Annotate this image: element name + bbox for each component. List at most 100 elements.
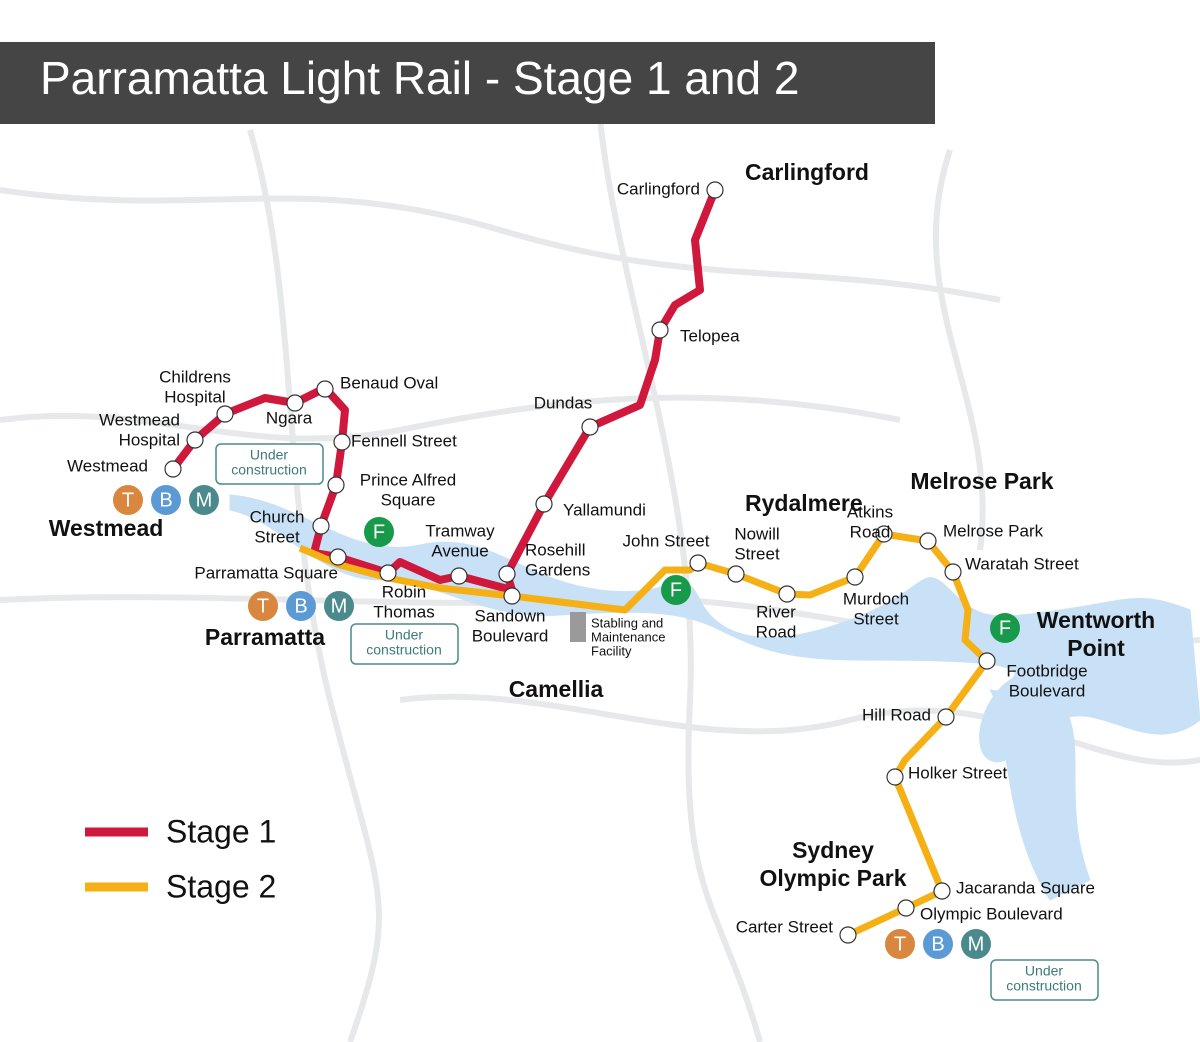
station-label: Robin: [382, 582, 426, 601]
station: [778, 585, 796, 603]
station-label: Gardens: [525, 560, 590, 579]
station: [333, 433, 351, 451]
station-label: Olympic Boulevard: [920, 904, 1063, 923]
facility-label: Facility: [591, 643, 632, 658]
station-label: Parramatta Square: [194, 563, 338, 582]
under-construction-text: construction: [231, 462, 306, 478]
station-label: Thomas: [373, 602, 434, 621]
area-label: Wentworth: [1037, 607, 1155, 633]
station-label: Boulevard: [472, 626, 549, 645]
mode-icon: [990, 613, 1020, 643]
station: [316, 380, 334, 398]
title-bar: [0, 42, 935, 124]
mode-icon-label: M: [196, 489, 213, 511]
station-label: Nowill: [734, 524, 779, 543]
station-label: Hill Road: [862, 705, 931, 724]
station: [727, 565, 745, 583]
area-label: Westmead: [49, 515, 164, 541]
station-label: John Street: [623, 531, 710, 550]
mode-icon: [189, 485, 219, 515]
station-label: Benaud Oval: [340, 373, 438, 392]
station: [503, 587, 521, 605]
station-label: Carter Street: [736, 917, 834, 936]
under-construction-box: [215, 443, 324, 485]
station-label: Square: [381, 490, 436, 509]
station: [846, 568, 864, 586]
station: [937, 708, 955, 726]
mode-icon-label: B: [931, 933, 944, 955]
station: [164, 460, 182, 478]
station-label: Hospital: [119, 430, 180, 449]
station-label: Prince Alfred: [360, 470, 456, 489]
station: [978, 652, 996, 670]
station: [327, 476, 345, 494]
facility-icon: [570, 612, 586, 642]
station-label: Church: [250, 507, 305, 526]
station: [286, 394, 304, 412]
station-label: Boulevard: [1009, 681, 1086, 700]
station-label: Tramway: [425, 521, 495, 540]
station-label: Carlingford: [617, 179, 700, 198]
station-label: Road: [850, 522, 891, 541]
background-roads: [0, 119, 1200, 1042]
station-label: Road: [756, 622, 797, 641]
station: [498, 565, 516, 583]
under-construction-text: Under: [250, 447, 288, 463]
mode-icon-label: F: [670, 579, 682, 601]
station-label: Footbridge: [1006, 661, 1087, 680]
station: [535, 495, 553, 513]
mode-icon: [364, 517, 394, 547]
mode-icon-label: T: [122, 489, 134, 511]
station-label: Westmead: [99, 410, 180, 429]
area-label: Sydney: [792, 837, 874, 863]
station-label: Hospital: [164, 387, 225, 406]
station: [886, 768, 904, 786]
station: [875, 525, 893, 543]
area-label: Point: [1067, 635, 1125, 661]
station: [689, 554, 707, 572]
station: [706, 181, 724, 199]
station-label: Rosehill: [525, 540, 585, 559]
station-label: Atkins: [847, 502, 893, 521]
station-label: Telopea: [680, 326, 740, 345]
mode-icon-label: M: [331, 595, 348, 617]
legend-label: Stage 2: [166, 868, 276, 904]
station: [379, 564, 397, 582]
area-label: Rydalmere: [745, 490, 863, 516]
stage-1-line: [169, 188, 719, 594]
area-label: Melrose Park: [910, 468, 1053, 494]
station-label: Street: [734, 544, 780, 563]
mode-icon: [923, 929, 953, 959]
facility-label: Stabling and: [591, 615, 663, 630]
station-label: Melrose Park: [943, 521, 1044, 540]
area-label: Parramatta: [205, 624, 325, 650]
station: [581, 418, 599, 436]
mode-icon-label: B: [159, 489, 172, 511]
area-label: Olympic Park: [759, 865, 906, 891]
mode-icon: [961, 929, 991, 959]
mode-icon-label: F: [999, 617, 1011, 639]
mode-icon: [286, 591, 316, 621]
mode-icon-label: F: [373, 521, 385, 543]
station-label: Street: [254, 527, 300, 546]
under-construction-text: construction: [366, 642, 441, 658]
area-label: Carlingford: [745, 159, 869, 185]
legend-label: Stage 1: [166, 813, 276, 849]
station-label: Murdoch: [843, 589, 909, 608]
station-label: River: [756, 602, 796, 621]
station-label: Jacaranda Square: [956, 878, 1095, 897]
station-label: Fennell Street: [351, 431, 457, 450]
station: [839, 926, 857, 944]
station: [944, 563, 962, 581]
station-label: Street: [853, 609, 899, 628]
station-label: Childrens: [159, 367, 231, 386]
under-construction-text: Under: [385, 627, 423, 643]
station-label: Ngara: [266, 408, 313, 427]
under-construction-text: Under: [1025, 963, 1063, 979]
area-label: Camellia: [509, 676, 604, 702]
mode-icon: [324, 591, 354, 621]
station: [450, 567, 468, 585]
mode-icon: [661, 575, 691, 605]
station: [186, 431, 204, 449]
